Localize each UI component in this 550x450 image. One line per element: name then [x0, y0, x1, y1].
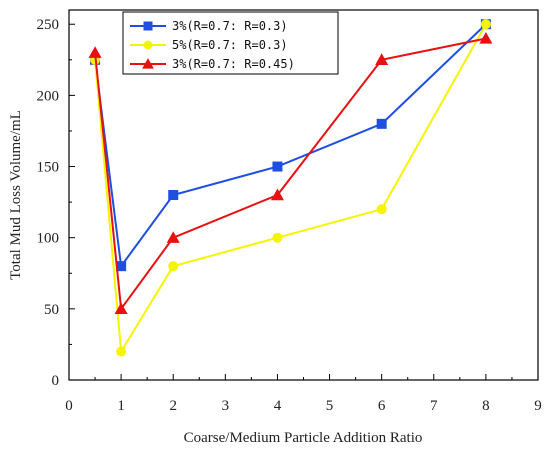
data-point — [480, 19, 491, 30]
x-tick-label: 5 — [326, 398, 334, 414]
x-axis-title: Coarse/Medium Particle Addition Ratio — [184, 430, 423, 446]
y-tick-label: 50 — [44, 302, 59, 318]
data-point — [168, 261, 179, 272]
legend-entry: 3%(R=0.7: R=0.45) — [130, 57, 295, 71]
data-point — [272, 232, 283, 243]
legend-label: 3%(R=0.7: R=0.45) — [172, 57, 295, 71]
data-point — [116, 261, 127, 272]
x-tick-label: 7 — [430, 398, 438, 414]
data-point — [376, 204, 387, 215]
legend-entry: 5%(R=0.7: R=0.3) — [130, 38, 288, 52]
series-3 — [88, 31, 493, 315]
legend-marker — [143, 40, 153, 50]
data-point — [166, 231, 180, 243]
x-tick-label: 1 — [117, 398, 125, 414]
legend-label: 3%(R=0.7: R=0.3) — [172, 19, 288, 33]
series-layer — [88, 19, 493, 357]
x-tick-label: 6 — [378, 398, 386, 414]
x-axis: 0 1 2 3 4 5 6 7 8 9 — [65, 374, 542, 414]
series-line — [94, 23, 487, 355]
data-point — [479, 31, 493, 44]
data-point — [114, 302, 128, 315]
data-point — [116, 346, 127, 357]
data-point — [376, 118, 387, 129]
x-tick-label: 2 — [169, 398, 177, 414]
legend-marker — [142, 58, 154, 69]
x-tick-label: 3 — [222, 398, 230, 414]
legend: 3%(R=0.7: R=0.3) 5%(R=0.7: R=0.3) 3%(R=0.7… — [122, 11, 339, 75]
series-line — [94, 23, 487, 269]
data-point — [272, 161, 283, 172]
y-tick-label: 150 — [37, 160, 60, 176]
x-tick-label: 8 — [482, 398, 490, 414]
data-point — [88, 46, 102, 58]
data-point — [270, 188, 284, 201]
series-line — [94, 37, 487, 312]
legend-marker — [143, 21, 153, 31]
x-tick-label: 9 — [534, 398, 542, 414]
y-tick-label: 0 — [52, 373, 60, 389]
legend-label: 5%(R=0.7: R=0.3) — [172, 38, 288, 52]
x-tick-label: 4 — [274, 398, 282, 414]
legend-entry: 3%(R=0.7: R=0.3) — [130, 19, 288, 33]
x-tick-label: 0 — [65, 398, 73, 414]
y-axis-title: Total Mud Loss Volume/mL — [8, 110, 24, 280]
y-tick-label: 250 — [37, 17, 60, 33]
data-point — [375, 53, 389, 66]
y-tick-label: 200 — [37, 88, 60, 104]
data-point — [168, 190, 179, 200]
y-tick-label: 100 — [37, 231, 60, 247]
y-axis: 0 50 100 150 200 250 — [37, 17, 75, 389]
